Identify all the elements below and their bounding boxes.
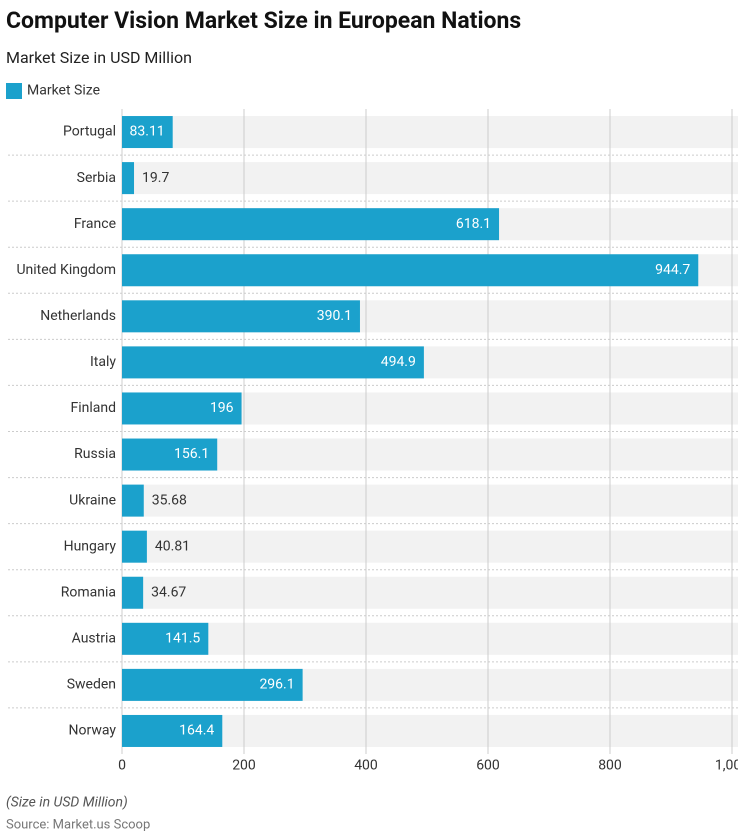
bar	[122, 484, 144, 517]
value-label: 141.5	[165, 631, 200, 647]
y-tick-label: Austria	[72, 631, 116, 647]
bar	[122, 162, 135, 195]
y-tick-label: Russia	[74, 446, 116, 462]
row-band	[122, 484, 738, 517]
y-tick-label: Italy	[90, 354, 116, 370]
value-label: 390.1	[317, 308, 352, 324]
row-band	[122, 438, 738, 471]
x-tick-label: 600	[476, 758, 500, 774]
chart-subtitle: Market Size in USD Million	[6, 48, 192, 67]
legend-swatch	[6, 83, 22, 99]
x-tick-label: 400	[354, 758, 378, 774]
row-band	[122, 116, 738, 149]
row-band	[122, 576, 738, 609]
bar	[122, 300, 360, 333]
y-tick-label: Ukraine	[69, 492, 116, 508]
bar	[122, 576, 144, 609]
y-tick-label: Netherlands	[40, 308, 116, 324]
y-tick-label: Norway	[69, 723, 117, 739]
x-tick-label: 0	[118, 758, 126, 774]
bar	[122, 116, 173, 149]
bar	[122, 438, 218, 471]
chart-title: Computer Vision Market Size in European …	[6, 7, 521, 34]
value-label: 944.7	[655, 262, 690, 278]
row-band	[122, 622, 738, 655]
y-tick-label: Romania	[61, 584, 116, 600]
y-tick-label: Portugal	[63, 124, 116, 140]
y-tick-label: Hungary	[64, 538, 117, 554]
row-band	[122, 714, 738, 747]
y-tick-label: Sweden	[67, 677, 116, 693]
bar	[122, 530, 147, 563]
bar	[122, 346, 424, 379]
value-label: 494.9	[381, 354, 416, 370]
value-label: 618.1	[456, 216, 491, 232]
value-label: 34.67	[151, 584, 186, 600]
bar	[122, 714, 223, 747]
y-tick-label: Serbia	[77, 170, 116, 186]
value-label: 40.81	[155, 538, 190, 554]
bar	[122, 208, 500, 241]
y-tick-label: Finland	[70, 400, 116, 416]
value-label: 156.1	[174, 446, 209, 462]
value-label: 19.7	[142, 170, 169, 186]
value-label: 83.11	[130, 124, 165, 140]
y-tick-label: United Kingdom	[16, 262, 116, 278]
x-tick-label: 800	[598, 758, 622, 774]
bar	[122, 392, 242, 425]
value-label: 296.1	[259, 677, 294, 693]
legend-label: Market Size	[27, 83, 100, 99]
bar	[122, 622, 209, 655]
bar	[122, 668, 303, 701]
value-label: 196	[210, 400, 234, 416]
value-label: 35.68	[152, 492, 187, 508]
source: Source: Market.us Scoop	[6, 817, 150, 832]
note: (Size in USD Million)	[6, 795, 128, 811]
x-tick-label: 1,000	[715, 758, 738, 774]
y-tick-label: France	[74, 216, 116, 232]
row-band	[122, 162, 738, 195]
value-label: 164.4	[179, 723, 214, 739]
x-tick-label: 200	[232, 758, 256, 774]
row-band	[122, 530, 738, 563]
bar	[122, 254, 699, 287]
